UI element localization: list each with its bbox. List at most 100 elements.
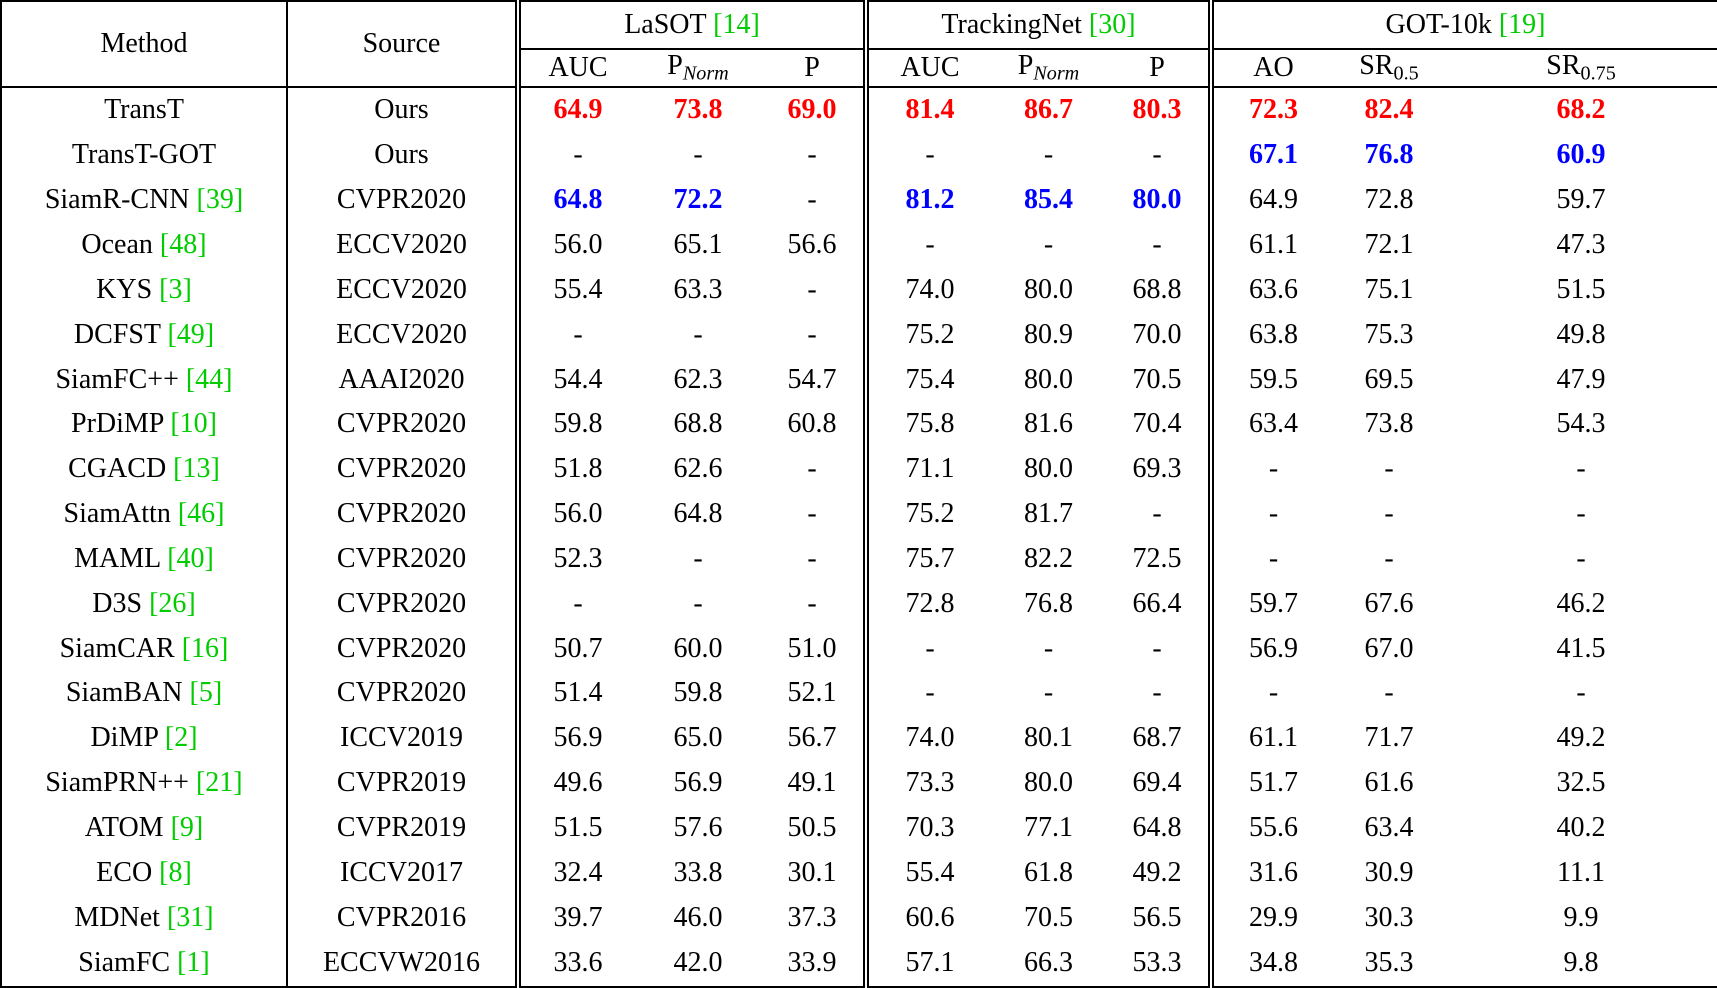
value-cell: 56.9 [1208, 626, 1333, 672]
value-cell: 31.6 [1208, 850, 1333, 896]
source-cell: CVPR2020 [286, 581, 518, 627]
value-cell: 61.1 [1208, 222, 1333, 268]
value-cell: - [807, 318, 817, 350]
group-header-row: Method Source LaSOT [14] TrackingNet [30… [1, 1, 1717, 88]
col-header-p: P [761, 49, 866, 88]
citation[interactable]: [9] [170, 811, 204, 843]
value-cell: 52.3 [515, 536, 635, 582]
value-cell: 59.5 [1208, 357, 1333, 403]
value-cell: 72.1 [1364, 229, 1414, 260]
source-cell: ECCV2020 [286, 222, 518, 268]
value-cell: 80.0 [1132, 184, 1182, 216]
value-cell: - [693, 587, 703, 619]
value-cell: 56.6 [787, 229, 837, 260]
citation[interactable]: [31] [166, 901, 214, 933]
citation[interactable]: [26] [149, 587, 196, 619]
table-row: PrDiMP [10] CVPR2020 59.8 68.8 60.8 75.8 81.6 7… [1, 402, 1717, 448]
value-cell: 50.5 [787, 811, 837, 843]
group-label: TrackingNet [941, 8, 1082, 40]
value-cell: 81.4 [863, 87, 991, 134]
value-cell: 80.0 [1024, 767, 1073, 799]
table-row: TransT-GOT Ours - - - - - -67.1 76.8 60.9 [1, 133, 1717, 179]
citation[interactable]: [44] [185, 363, 233, 395]
value-cell: 49.6 [515, 761, 635, 806]
citation[interactable]: [46] [177, 498, 225, 530]
value-cell: 71.1 [863, 447, 991, 493]
group-header-got10k: GOT-10k [19] [1207, 1, 1717, 50]
value-cell: 73.8 [1364, 408, 1414, 440]
value-cell: 59.8 [673, 677, 723, 709]
value-cell: 57.1 [863, 940, 991, 987]
col-header-sr-0.75: SR0.75 [1445, 49, 1717, 88]
source-header: Source [286, 1, 518, 88]
value-cell: 73.3 [863, 761, 991, 806]
value-cell: 80.0 [1024, 363, 1073, 395]
value-cell: - [1043, 677, 1054, 709]
source-cell: CVPR2020 [286, 447, 518, 493]
value-cell: 34.8 [1208, 940, 1333, 987]
group-label: GOT-10k [1385, 8, 1492, 40]
value-cell: 61.6 [1364, 767, 1414, 799]
source-cell: CVPR2020 [286, 626, 518, 672]
citation[interactable]: [3] [159, 273, 192, 305]
value-cell: - [1576, 453, 1586, 485]
value-cell: 47.9 [1556, 363, 1606, 395]
value-cell: 65.1 [673, 229, 723, 260]
value-cell: 70.5 [1132, 363, 1182, 395]
value-cell: 35.3 [1364, 946, 1414, 978]
method-cell: DiMP [2] [90, 722, 198, 754]
citation[interactable]: [48] [159, 229, 207, 260]
value-cell: 75.8 [863, 402, 991, 448]
value-cell: - [1576, 542, 1586, 574]
table-row: TransT Ours 64.9 73.8 69.0 81.4 86.7 80.3 72.3 82… [1, 87, 1717, 134]
value-cell: 77.1 [1024, 811, 1073, 843]
value-cell: 62.6 [673, 453, 723, 485]
citation[interactable]: [21] [195, 767, 243, 799]
method-cell: SiamPRN++ [21] [45, 767, 243, 799]
value-cell: 64.9 [1208, 178, 1333, 223]
value-cell: - [807, 587, 817, 619]
value-cell: 66.4 [1132, 587, 1182, 619]
citation-got10k[interactable]: [19] [1498, 8, 1546, 40]
table-row: SiamBAN [5] CVPR2020 51.4 59.8 52.1- - - - - - [1, 671, 1717, 717]
citation[interactable]: [2] [164, 722, 198, 754]
value-cell: 46.0 [673, 901, 723, 933]
value-cell: 56.9 [515, 716, 635, 762]
value-cell: 40.2 [1556, 811, 1606, 843]
value-cell: 76.8 [1364, 139, 1414, 171]
value-cell: 54.3 [1556, 408, 1606, 440]
value-cell: 41.5 [1556, 632, 1606, 664]
value-cell: 56.7 [787, 722, 837, 754]
value-cell: - [1208, 447, 1333, 493]
value-cell: 60.8 [787, 408, 837, 440]
source-cell: CVPR2020 [286, 402, 518, 448]
citation[interactable]: [1] [177, 946, 210, 978]
value-cell: - [1043, 229, 1054, 260]
value-cell: 63.8 [1208, 312, 1333, 358]
value-cell: - [807, 542, 817, 574]
method-cell: KYS [3] [96, 273, 192, 305]
citation[interactable]: [39] [196, 184, 244, 216]
citation[interactable]: [49] [167, 318, 215, 350]
value-cell: 46.2 [1556, 587, 1606, 619]
value-cell: 68.8 [1132, 273, 1182, 305]
citation[interactable]: [8] [159, 856, 192, 888]
value-cell: - [515, 312, 635, 358]
value-cell: 59.7 [1556, 184, 1606, 216]
citation[interactable]: [5] [189, 677, 223, 709]
citation[interactable]: [40] [167, 542, 214, 574]
citation-trackingnet[interactable]: [30] [1088, 8, 1136, 40]
value-cell: 75.2 [863, 312, 991, 358]
method-cell: ECO [8] [96, 856, 192, 888]
citation[interactable]: [10] [170, 408, 217, 440]
citation[interactable]: [16] [181, 632, 229, 664]
citation[interactable]: [13] [173, 453, 220, 485]
method-cell: SiamR-CNN [39] [44, 184, 244, 216]
table-row: SiamFC [1] ECCVW2016 33.6 42.0 33.9 57.1 66.3 5… [1, 940, 1717, 987]
method-cell: SiamFC++ [44] [55, 363, 233, 395]
citation-lasot[interactable]: [14] [713, 8, 760, 40]
value-cell: 67.6 [1364, 587, 1414, 619]
metric-header-row: AUC PNorm P AUC PNorm P AO SR0.5 SR0.75 [1, 49, 1717, 88]
value-cell: 42.0 [673, 946, 723, 978]
value-cell: 80.0 [1024, 453, 1073, 485]
